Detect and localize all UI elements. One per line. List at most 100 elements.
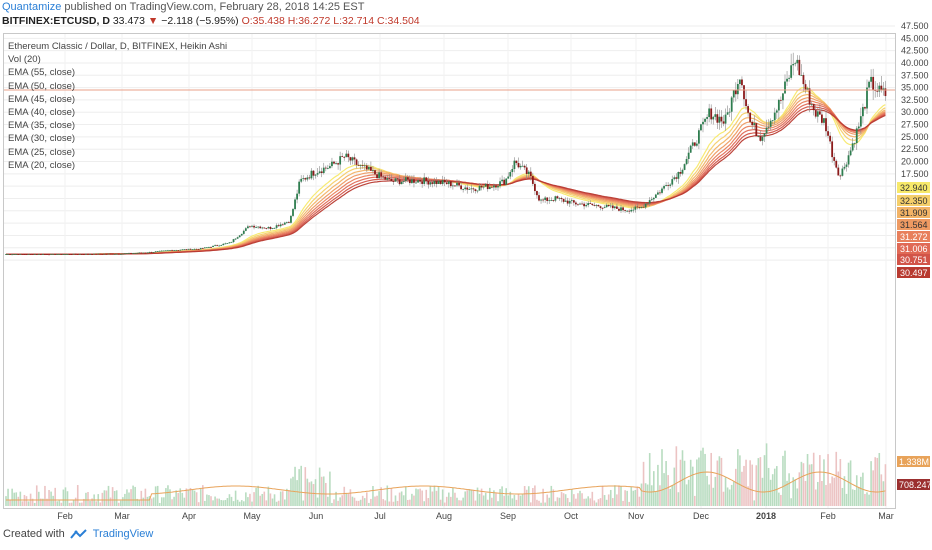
- candle-body: [269, 227, 272, 229]
- volume-bar: [460, 500, 462, 506]
- publish-info: Quantamize published on TradingView.com,…: [2, 1, 364, 13]
- ema-price-tag-label: 30.751: [900, 255, 928, 265]
- volume-bar: [589, 498, 592, 506]
- volume-bar: [718, 456, 721, 506]
- volume-bar: [769, 479, 772, 506]
- candle-body: [673, 177, 676, 180]
- x-tick-label: Nov: [628, 511, 645, 521]
- volume-bar: [694, 495, 696, 506]
- legend-item[interactable]: EMA (40, close): [8, 107, 76, 119]
- x-tick-label: May: [243, 511, 261, 521]
- candle-body: [868, 81, 870, 88]
- volume-bar: [404, 486, 407, 506]
- author-link[interactable]: Quantamize: [2, 1, 62, 13]
- candle-body: [603, 207, 606, 209]
- candle-body: [199, 248, 202, 250]
- candle-body: [240, 233, 243, 236]
- candle-body: [749, 112, 752, 122]
- volume-bar: [480, 488, 483, 506]
- volume-bar: [450, 496, 452, 506]
- legend-item[interactable]: EMA (30, close): [8, 133, 76, 145]
- candle-body: [124, 253, 126, 255]
- volume-bar: [831, 476, 833, 506]
- volume-bar: [363, 498, 366, 506]
- volume-ma-line: [6, 471, 886, 501]
- volume-bar: [599, 498, 602, 506]
- volume-bar: [122, 497, 124, 506]
- tradingview-logo-icon: [69, 529, 87, 539]
- volume-bar: [669, 488, 671, 506]
- candle-body: [109, 253, 112, 255]
- candle-body: [267, 227, 270, 229]
- volume-bar: [874, 457, 876, 506]
- candle-body: [226, 243, 229, 244]
- volume-bar: [140, 490, 143, 506]
- x-tick-label: Aug: [436, 511, 452, 521]
- volume-bar: [13, 492, 15, 506]
- candle-body: [786, 78, 788, 82]
- volume-bar: [431, 491, 434, 506]
- candle-body: [72, 253, 75, 255]
- candle-body: [730, 97, 733, 112]
- candle-body: [136, 252, 139, 254]
- volume-bar: [238, 501, 241, 506]
- candle-body: [324, 167, 327, 169]
- candle-body: [173, 250, 175, 251]
- ema-price-tag-label: 32.940: [900, 183, 928, 193]
- volume-bar: [329, 471, 331, 506]
- candle-body: [835, 160, 838, 168]
- candle-body: [579, 203, 581, 205]
- volume-bar: [257, 485, 259, 506]
- candle-body: [288, 222, 290, 223]
- volume-bar: [173, 496, 175, 506]
- volume-tag-label: 708.247K: [899, 480, 932, 490]
- candle-body: [249, 226, 251, 228]
- candle-body: [624, 210, 626, 212]
- volume-bar: [765, 443, 768, 506]
- candle-body: [548, 200, 551, 202]
- candle-body: [689, 145, 692, 153]
- volume-bar: [866, 492, 868, 506]
- volume-bar: [614, 485, 616, 506]
- volume-bar: [837, 471, 840, 506]
- candle-body: [568, 201, 571, 204]
- candle-body: [386, 178, 389, 180]
- volume-bar: [778, 492, 780, 506]
- volume-bar: [423, 501, 425, 506]
- ema-price-tag: [897, 219, 930, 230]
- candle-body: [130, 252, 132, 254]
- candle-body: [429, 182, 432, 185]
- volume-bar: [52, 495, 54, 506]
- legend-item[interactable]: Vol (20): [8, 54, 41, 66]
- volume-bar: [540, 502, 542, 506]
- volume-bar: [486, 499, 489, 506]
- volume-bar: [265, 500, 268, 506]
- volume-bar: [249, 493, 251, 506]
- candle-body: [42, 254, 44, 255]
- candle-body: [759, 136, 762, 141]
- volume-bar: [27, 501, 30, 506]
- volume-bar: [605, 499, 608, 506]
- tradingview-link[interactable]: TradingView: [92, 528, 154, 540]
- volume-bar: [197, 502, 200, 506]
- legend-item[interactable]: EMA (20, close): [8, 159, 76, 171]
- volume-bar: [115, 490, 118, 506]
- legend-item[interactable]: EMA (25, close): [8, 146, 76, 158]
- legend-item[interactable]: EMA (35, close): [8, 120, 76, 132]
- legend-item[interactable]: EMA (55, close): [8, 67, 76, 79]
- legend-item[interactable]: EMA (45, close): [8, 93, 76, 105]
- volume-bar: [562, 493, 565, 506]
- candle-body: [587, 203, 590, 206]
- candle-body: [499, 181, 501, 187]
- candle-body: [234, 238, 237, 240]
- candle-body: [501, 179, 503, 182]
- volume-tag: [897, 456, 930, 467]
- legend-item[interactable]: EMA (50, close): [8, 80, 76, 92]
- candle-body: [382, 176, 385, 178]
- y-tick-label: 20.000: [901, 157, 929, 167]
- candle-body: [64, 254, 67, 255]
- candle-body: [306, 177, 309, 180]
- volume-bar: [411, 493, 413, 506]
- volume-bar: [105, 490, 108, 506]
